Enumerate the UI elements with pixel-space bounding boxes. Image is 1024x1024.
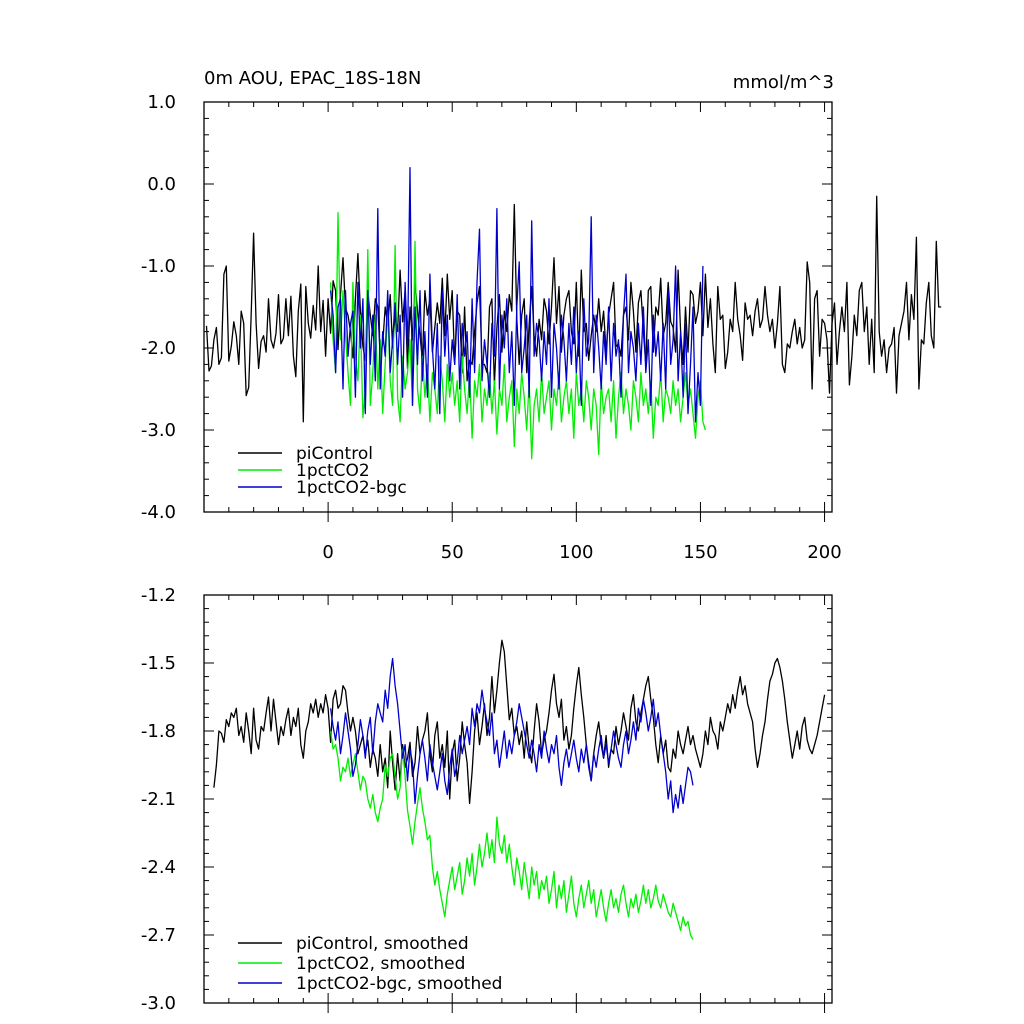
y-tick-label: -2.4 bbox=[141, 857, 176, 878]
y-tick-label: -2.1 bbox=[141, 789, 176, 810]
x-tick-label: 0 bbox=[322, 542, 333, 563]
chart-title: 0m AOU, EPAC_18S-18N bbox=[204, 68, 421, 89]
y-tick-label: -2.7 bbox=[141, 925, 176, 946]
series-line-0 bbox=[213, 639, 826, 805]
y-tick-label: -3.0 bbox=[141, 420, 176, 441]
series-group bbox=[213, 639, 826, 940]
series-line-2 bbox=[329, 657, 694, 814]
y-tick-label: -1.8 bbox=[141, 721, 176, 742]
legend-entry: 1pctCO2 bbox=[296, 461, 370, 481]
units-label: mmol/m^3 bbox=[733, 72, 834, 93]
y-tick-label: 1.0 bbox=[147, 92, 176, 113]
plot-frame bbox=[203, 101, 833, 513]
y-tick-label: -1.2 bbox=[141, 585, 176, 606]
top-panel: 0m AOU, EPAC_18S-18N mmol/m^3 0 50 100 150 2… bbox=[141, 68, 942, 563]
x-tick-label: 100 bbox=[559, 542, 593, 563]
y-tick-label: 0.0 bbox=[147, 174, 176, 195]
y-tick-label: -3.0 bbox=[141, 993, 176, 1014]
legend-entry: 1pctCO2-bgc bbox=[296, 478, 407, 498]
y-tick-label: -2.0 bbox=[141, 338, 176, 359]
legend-entry: 1pctCO2-bgc, smoothed bbox=[296, 974, 502, 994]
y-tick-label: -1.0 bbox=[141, 256, 176, 277]
x-tick-label: 50 bbox=[441, 542, 464, 563]
series-line-1 bbox=[329, 730, 694, 940]
legend-entry: piControl, smoothed bbox=[296, 934, 469, 954]
bottom-panel: -1.2 -1.5 -1.8 -2.1 -2.4 -2.7 -3.0 piControl, … bbox=[141, 585, 833, 1014]
ticks-group: 0 50 100 150 200 1.0 0.0 -1.0 -2.0 -3.0 -4.0 bbox=[141, 92, 842, 563]
series-line-1 bbox=[329, 212, 707, 460]
x-tick-label: 200 bbox=[807, 542, 841, 563]
x-tick-label: 150 bbox=[683, 542, 717, 563]
series-line-0 bbox=[205, 195, 942, 423]
legend-entry: 1pctCO2, smoothed bbox=[296, 954, 465, 974]
series-line-2 bbox=[329, 166, 704, 423]
series-group bbox=[205, 166, 942, 460]
ticks-group: -1.2 -1.5 -1.8 -2.1 -2.4 -2.7 -3.0 bbox=[141, 585, 832, 1014]
y-tick-label: -1.5 bbox=[141, 653, 176, 674]
y-tick-label: -4.0 bbox=[141, 502, 176, 523]
legend-entry: piControl bbox=[296, 444, 373, 464]
